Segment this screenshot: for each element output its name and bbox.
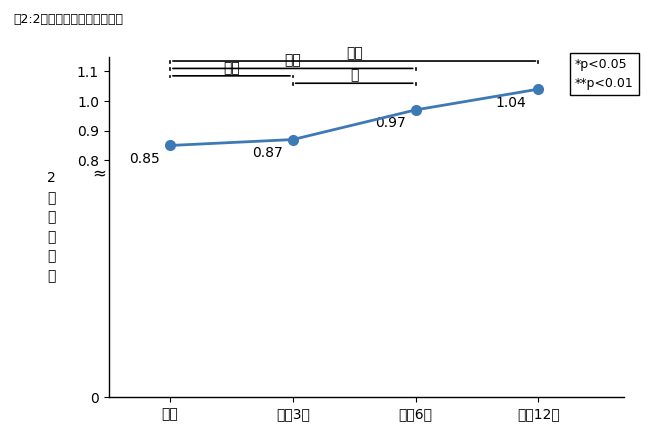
- Text: 図2:2ステップ値の経時的変化: 図2:2ステップ値の経時的変化: [13, 13, 123, 26]
- Text: *p<0.05
**p<0.01: *p<0.05 **p<0.01: [575, 58, 634, 90]
- Text: ＊: ＊: [350, 69, 358, 82]
- Text: 1.04: 1.04: [495, 96, 526, 110]
- Text: ≈: ≈: [92, 165, 106, 182]
- Y-axis label: 2
ス
テ
ッ
プ
値: 2 ス テ ッ プ 値: [47, 171, 57, 283]
- Text: ＊＊: ＊＊: [223, 61, 240, 75]
- Text: ＊＊: ＊＊: [285, 53, 301, 68]
- Text: 0.87: 0.87: [252, 146, 283, 160]
- Text: 0.97: 0.97: [375, 117, 406, 130]
- Text: ＊＊: ＊＊: [346, 46, 363, 60]
- Text: 0.85: 0.85: [129, 152, 161, 166]
